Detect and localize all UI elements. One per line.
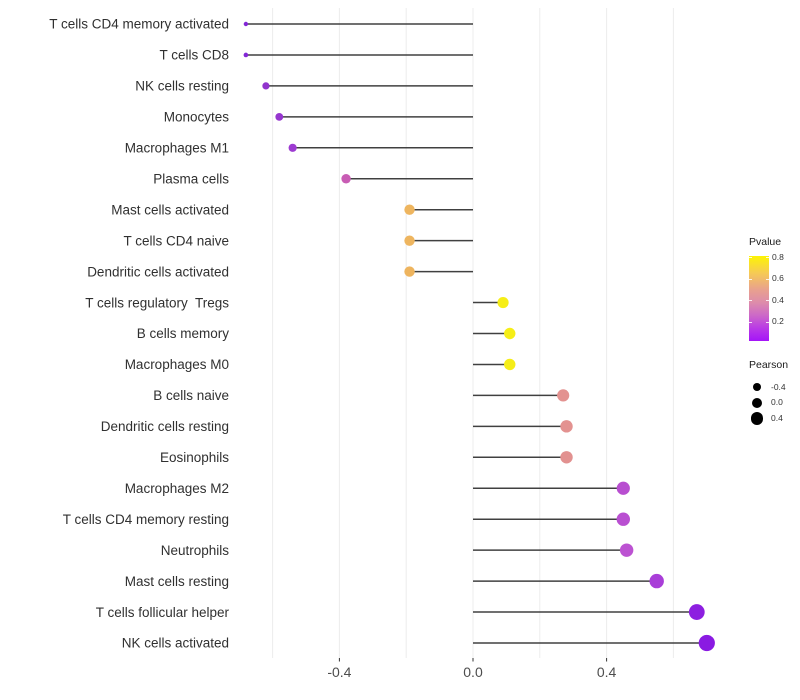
lollipop-dot: [243, 21, 249, 27]
y-axis-label: Macrophages M2: [125, 481, 229, 496]
y-axis-label: T cells CD4 memory resting: [63, 512, 229, 527]
lollipop-dot: [557, 389, 570, 402]
lollipop-dot: [404, 266, 415, 277]
lollipop-dot: [649, 573, 664, 589]
lollipop-dot: [288, 143, 297, 152]
lollipop-dot: [504, 358, 516, 371]
y-axis-label: Mast cells activated: [111, 202, 229, 217]
y-axis-label: Eosinophils: [160, 450, 229, 465]
lollipop-dot: [619, 543, 634, 557]
y-axis-label: Macrophages M0: [125, 357, 229, 372]
lollipop-dot: [560, 420, 573, 433]
lollipop-dot: [341, 174, 351, 184]
y-axis-label: T cells follicular helper: [96, 605, 230, 620]
lollipop-dot: [275, 112, 284, 121]
lollipop-dot: [504, 327, 516, 340]
y-axis-label: T cells CD8: [159, 48, 229, 63]
lollipop-dot: [688, 604, 705, 620]
y-axis-label: T cells CD4 memory activated: [49, 17, 229, 32]
y-axis-label: NK cells activated: [122, 636, 229, 651]
y-axis-label: T cells CD4 naive: [123, 233, 229, 248]
y-axis-label: Dendritic cells activated: [87, 264, 229, 279]
y-axis-label: Monocytes: [164, 110, 230, 125]
lollipop-dot: [560, 451, 573, 464]
y-axis-label: Neutrophils: [161, 543, 230, 558]
lollipop-dot: [698, 634, 715, 652]
lollipop-dot: [616, 512, 630, 526]
y-axis-label: Dendritic cells resting: [101, 419, 229, 434]
y-axis-label: B cells memory: [137, 326, 230, 341]
y-axis-label: NK cells resting: [135, 79, 229, 94]
x-axis-tick-label: 0.4: [597, 664, 617, 680]
x-axis-tick-label: 0.0: [463, 664, 483, 680]
lollipop-dot: [262, 82, 270, 90]
y-axis-label: Plasma cells: [153, 171, 229, 186]
y-axis-label: Macrophages M1: [125, 141, 229, 156]
y-axis-label: B cells naive: [153, 388, 229, 403]
lollipop-dot: [404, 204, 415, 215]
y-axis-label: T cells regulatory Tregs: [85, 295, 229, 310]
lollipop-dot: [404, 235, 415, 246]
y-axis-label: Mast cells resting: [125, 574, 229, 589]
lollipop-dot: [616, 481, 630, 495]
lollipop-dot: [497, 296, 509, 309]
lollipop-dot: [243, 52, 249, 58]
x-axis-tick-label: -0.4: [327, 664, 351, 680]
